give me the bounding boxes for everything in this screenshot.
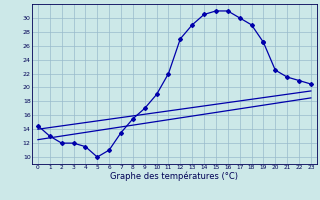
X-axis label: Graphe des températures (°C): Graphe des températures (°C) bbox=[110, 172, 238, 181]
